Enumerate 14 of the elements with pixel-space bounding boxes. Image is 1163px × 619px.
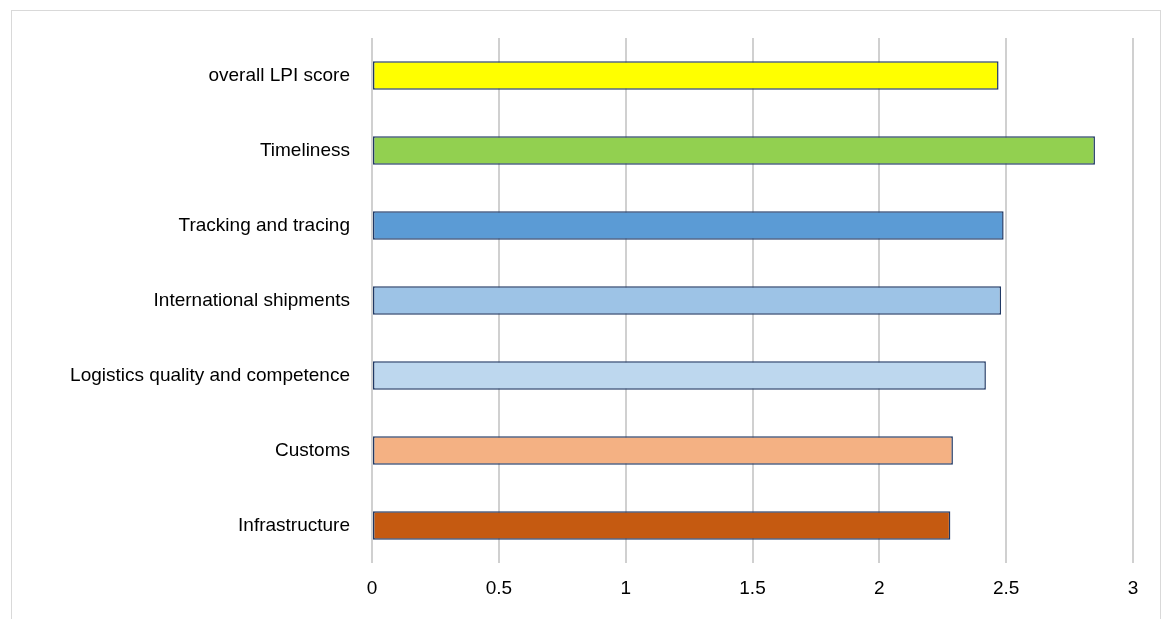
y-tick-label: International shipments [153, 288, 350, 310]
x-tick-label: 0 [366, 576, 378, 598]
y-tick-label: Logistics quality and competence [70, 363, 350, 385]
y-tick-label: Tracking and tracing [178, 213, 350, 235]
y-tick-label: Timeliness [259, 138, 350, 160]
y-tick-label: Infrastructure [238, 513, 350, 535]
x-tick-label: 1.5 [739, 576, 766, 598]
y-tick-label: overall LPI score [208, 63, 350, 85]
x-tick-label: 2 [874, 576, 885, 598]
x-tick-label: 0.5 [485, 576, 513, 598]
y-tick-label: Customs [275, 438, 350, 460]
x-tick-label: 3 [1127, 576, 1139, 598]
x-tick-label: 1 [620, 576, 631, 598]
x-tick-label: 2.5 [992, 576, 1020, 598]
